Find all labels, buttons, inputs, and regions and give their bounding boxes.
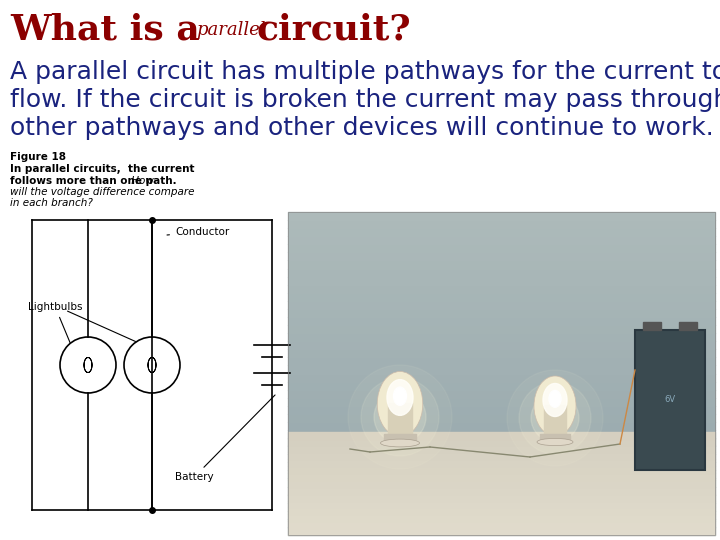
Text: parallel: parallel: [196, 21, 266, 39]
Text: circuit?: circuit?: [257, 13, 412, 47]
Circle shape: [507, 370, 603, 466]
Text: in each branch?: in each branch?: [10, 198, 93, 208]
Text: What is a: What is a: [10, 13, 212, 47]
Text: Lightbulbs: Lightbulbs: [28, 302, 83, 343]
Circle shape: [519, 382, 591, 454]
Ellipse shape: [534, 376, 576, 436]
Bar: [384, 434, 416, 443]
Text: Battery: Battery: [175, 395, 275, 482]
Bar: [643, 322, 661, 330]
Circle shape: [540, 403, 570, 433]
Circle shape: [374, 391, 426, 443]
Text: Conductor: Conductor: [167, 227, 229, 237]
Ellipse shape: [549, 390, 561, 407]
Text: In parallel circuits,  the current: In parallel circuits, the current: [10, 164, 194, 174]
Bar: [544, 405, 566, 436]
Text: Figure 18: Figure 18: [10, 152, 66, 162]
Text: flow. If the circuit is broken the current may pass through: flow. If the circuit is broken the curre…: [10, 88, 720, 112]
Circle shape: [531, 394, 579, 442]
Bar: [635, 330, 705, 470]
Ellipse shape: [387, 380, 413, 415]
Bar: [540, 434, 570, 442]
Text: follows more than one path.: follows more than one path.: [10, 176, 176, 186]
Text: 6V: 6V: [665, 395, 675, 404]
Bar: [388, 403, 412, 436]
Ellipse shape: [543, 383, 567, 416]
Text: will the voltage difference compare: will the voltage difference compare: [10, 187, 194, 197]
Ellipse shape: [394, 387, 407, 406]
Ellipse shape: [380, 439, 420, 447]
Circle shape: [348, 365, 452, 469]
Text: A parallel circuit has multiple pathways for the current to: A parallel circuit has multiple pathways…: [10, 60, 720, 84]
Circle shape: [361, 378, 439, 456]
Circle shape: [384, 401, 416, 433]
Bar: [679, 322, 697, 330]
Ellipse shape: [377, 372, 423, 436]
Ellipse shape: [537, 438, 573, 445]
Text: How: How: [128, 176, 154, 186]
Text: other pathways and other devices will continue to work.: other pathways and other devices will co…: [10, 116, 714, 140]
Bar: [288, 212, 715, 535]
